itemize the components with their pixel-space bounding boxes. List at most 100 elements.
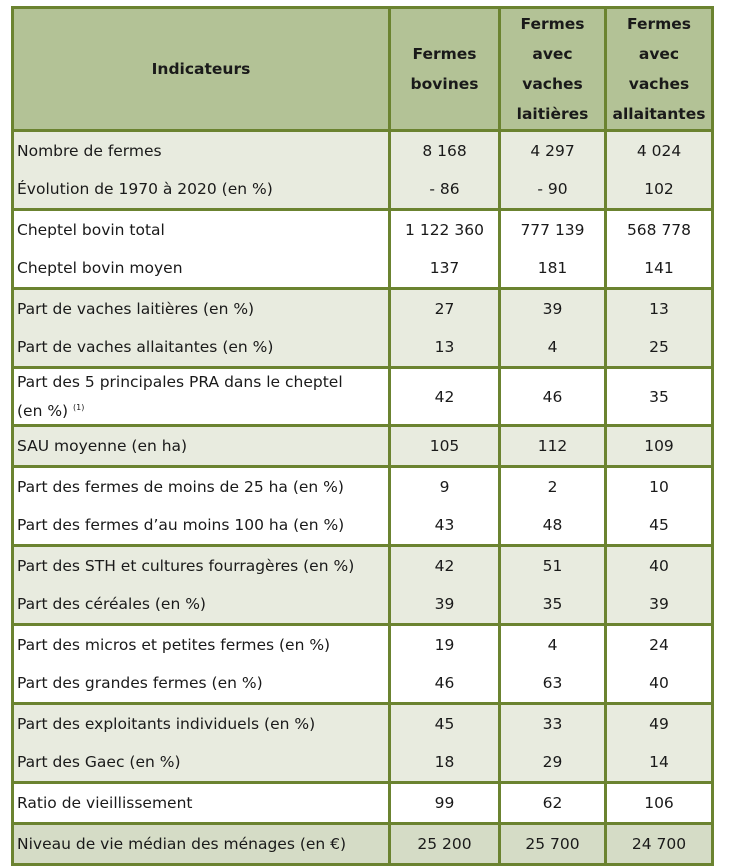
footnote-marker: (1) (73, 403, 85, 412)
cell-value: 19 (388, 624, 501, 664)
table-row: Part des exploitants individuels (en %) … (11, 703, 714, 743)
cell-value: 46 (498, 367, 607, 426)
row-label-line: Part des 5 principales PRA dans le chept… (17, 373, 343, 391)
cell-value: 112 (498, 425, 607, 467)
row-label: Nombre de fermes (11, 130, 391, 170)
row-group-dimension-eco: Part des micros et petites fermes (en %)… (11, 624, 714, 704)
cell-value: 141 (604, 249, 714, 289)
row-label: Part des céréales (en %) (11, 585, 391, 625)
cell-value: 62 (498, 782, 607, 824)
row-group-vaches: Part de vaches laitières (en %) 27 39 13… (11, 288, 714, 368)
cell-value: 4 (498, 624, 607, 664)
header-line: avec vaches (522, 45, 583, 93)
table-row: Part des fermes d’au moins 100 ha (en %)… (11, 506, 714, 546)
row-label: Part des fermes de moins de 25 ha (en %) (11, 466, 391, 506)
cell-value: 18 (388, 743, 501, 783)
header-line: Fermes (520, 15, 585, 33)
row-group-sau: SAU moyenne (en ha) 105 112 109 (11, 425, 714, 467)
row-label: Cheptel bovin moyen (11, 249, 391, 289)
table-row: Cheptel bovin total 1 122 360 777 139 56… (11, 209, 714, 249)
indicators-table: Indicateurs Fermes bovines Fermes avec v… (11, 6, 714, 866)
row-label-line-text: (en %) (17, 402, 69, 420)
table-row: Part des 5 principales PRA dans le chept… (11, 367, 714, 426)
cell-value: 43 (388, 506, 501, 546)
cell-value: 24 700 (604, 823, 714, 865)
cell-value: 24 (604, 624, 714, 664)
row-label-line: (en %) (1) (17, 395, 388, 424)
cell-value: 25 (604, 328, 714, 368)
header-line: laitières (516, 105, 589, 123)
cell-value: 27 (388, 288, 501, 328)
cell-value: 42 (388, 367, 501, 426)
cell-value: 4 297 (498, 130, 607, 170)
row-label: Part des grandes fermes (en %) (11, 664, 391, 704)
header-line: Fermes (412, 45, 477, 63)
row-group-niveau-vie: Niveau de vie médian des ménages (en €) … (11, 823, 714, 865)
row-group-taille-ha: Part des fermes de moins de 25 ha (en %)… (11, 466, 714, 546)
row-label: Part de vaches laitières (en %) (11, 288, 391, 328)
cell-value: 45 (604, 506, 714, 546)
cell-value: 10 (604, 466, 714, 506)
row-group-vieillissement: Ratio de vieillissement 99 62 106 (11, 782, 714, 824)
header-line: Fermes (626, 15, 691, 33)
cell-value: 33 (498, 703, 607, 743)
header-fermes-vaches-allaitantes: Fermes avec vaches allaitantes (604, 7, 714, 132)
row-group-cheptel: Cheptel bovin total 1 122 360 777 139 56… (11, 209, 714, 289)
cell-value: 99 (388, 782, 501, 824)
table-row: Évolution de 1970 à 2020 (en %) - 86 - 9… (11, 170, 714, 210)
cell-value: 181 (498, 249, 607, 289)
row-group-pra: Part des 5 principales PRA dans le chept… (11, 367, 714, 426)
header-indicateurs: Indicateurs (11, 7, 391, 132)
cell-value: 29 (498, 743, 607, 783)
cell-value: 39 (604, 585, 714, 625)
cell-value: 777 139 (498, 209, 607, 249)
table-row: Part des STH et cultures fourragères (en… (11, 545, 714, 585)
cell-value: 40 (604, 545, 714, 585)
table-row: Part de vaches allaitantes (en %) 13 4 2… (11, 328, 714, 368)
row-label: Part des STH et cultures fourragères (en… (11, 545, 391, 585)
cell-value: 46 (388, 664, 501, 704)
cell-value: 137 (388, 249, 501, 289)
row-label: Part des micros et petites fermes (en %) (11, 624, 391, 664)
cell-value: 49 (604, 703, 714, 743)
cell-value: 13 (604, 288, 714, 328)
row-group-cultures: Part des STH et cultures fourragères (en… (11, 545, 714, 625)
cell-value: 13 (388, 328, 501, 368)
table-row: Part de vaches laitières (en %) 27 39 13 (11, 288, 714, 328)
table-row: Nombre de fermes 8 168 4 297 4 024 (11, 130, 714, 170)
cell-value: 39 (498, 288, 607, 328)
cell-value: 106 (604, 782, 714, 824)
table-row: Part des micros et petites fermes (en %)… (11, 624, 714, 664)
cell-value: 40 (604, 664, 714, 704)
cell-value: 4 (498, 328, 607, 368)
row-label: Cheptel bovin total (11, 209, 391, 249)
indicators-table-container: Indicateurs Fermes bovines Fermes avec v… (11, 6, 714, 866)
table-row: Cheptel bovin moyen 137 181 141 (11, 249, 714, 289)
row-label: Part des Gaec (en %) (11, 743, 391, 783)
table-row: Part des grandes fermes (en %) 46 63 40 (11, 664, 714, 704)
cell-value: 109 (604, 425, 714, 467)
cell-value: 14 (604, 743, 714, 783)
cell-value: 42 (388, 545, 501, 585)
row-label: Part des exploitants individuels (en %) (11, 703, 391, 743)
cell-value: 35 (498, 585, 607, 625)
cell-value: 39 (388, 585, 501, 625)
cell-value: 9 (388, 466, 501, 506)
row-label: Évolution de 1970 à 2020 (en %) (11, 170, 391, 210)
cell-value: 105 (388, 425, 501, 467)
row-label: SAU moyenne (en ha) (11, 425, 391, 467)
cell-value: 2 (498, 466, 607, 506)
cell-value: 25 200 (388, 823, 501, 865)
table-row: SAU moyenne (en ha) 105 112 109 (11, 425, 714, 467)
table-row: Niveau de vie médian des ménages (en €) … (11, 823, 714, 865)
cell-value: 63 (498, 664, 607, 704)
row-label: Part des 5 principales PRA dans le chept… (11, 367, 391, 426)
table-row: Part des Gaec (en %) 18 29 14 (11, 743, 714, 783)
cell-value: 102 (604, 170, 714, 210)
cell-value: 568 778 (604, 209, 714, 249)
cell-value: - 90 (498, 170, 607, 210)
table-row: Part des céréales (en %) 39 35 39 (11, 585, 714, 625)
header-fermes-bovines: Fermes bovines (388, 7, 501, 132)
cell-value: 45 (388, 703, 501, 743)
cell-value: 25 700 (498, 823, 607, 865)
